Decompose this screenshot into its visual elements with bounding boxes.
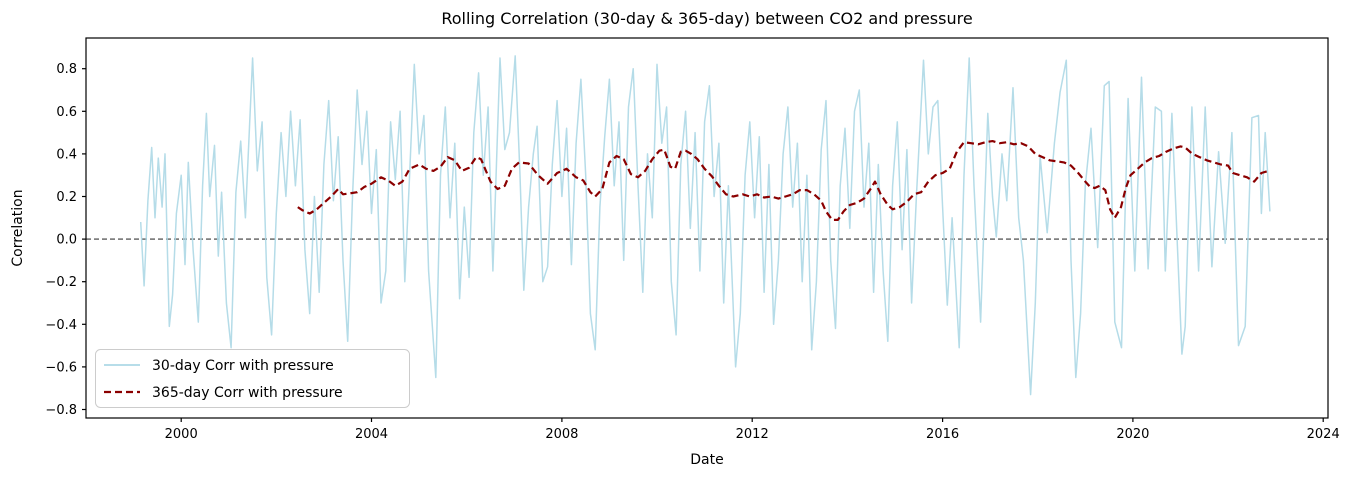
y-tick-label: 0.2 [56,190,77,205]
y-tick-label: 0.4 [56,147,77,162]
x-tick-label: 2012 [736,427,769,442]
y-tick-label: −0.8 [45,403,77,418]
x-tick-label: 2004 [355,427,388,442]
x-tick-label: 2024 [1307,427,1340,442]
chart-title: Rolling Correlation (30-day & 365-day) b… [441,9,972,28]
x-tick-label: 2008 [545,427,578,442]
x-tick-label: 2020 [1116,427,1149,442]
legend-label-365day: 365-day Corr with pressure [152,385,343,401]
y-tick-label: −0.6 [45,360,77,375]
y-tick-label: −0.4 [45,318,77,333]
legend-label-30day: 30-day Corr with pressure [152,358,334,374]
plot-border [85,37,1329,419]
legend-box [95,349,410,408]
y-axis-ticks: 0.8 0.6 0.4 0.2 0.0 −0.2 −0.4 −0.6 −0.8 [45,62,86,418]
y-axis-label: Correlation [10,189,26,266]
x-tick-label: 2016 [926,427,959,442]
y-tick-label: 0.6 [56,105,77,120]
series-365day-line [297,140,1269,221]
x-axis-label: Date [690,452,723,468]
x-axis-ticks: 2000 2004 2008 2012 2016 2020 2024 [165,418,1340,442]
y-tick-label: −0.2 [45,275,77,290]
y-tick-label: 0.0 [56,233,77,248]
series-30day-line [139,55,1271,396]
y-tick-label: 0.8 [56,62,77,77]
x-tick-label: 2000 [165,427,198,442]
legend: 30-day Corr with pressure 365-day Corr w… [95,349,410,408]
